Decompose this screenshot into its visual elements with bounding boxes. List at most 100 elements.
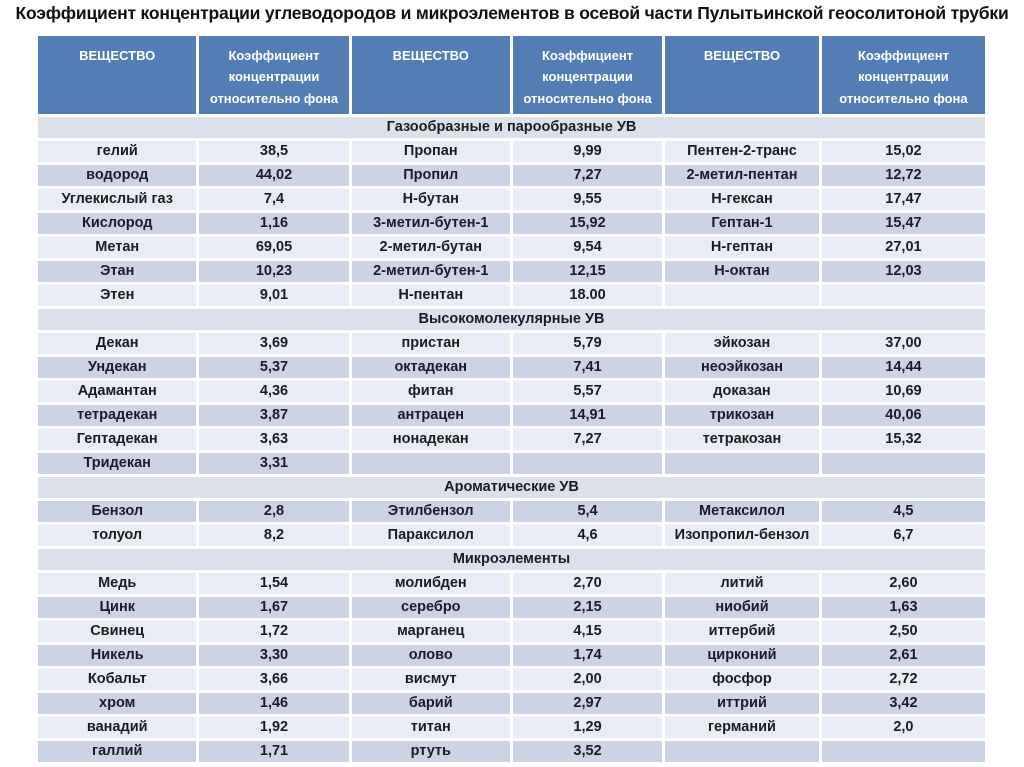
coefficient-column-header: Коэффициент концентрации относительно фо… [199,36,349,114]
coefficient-column-header: Коэффициент концентрации относительно фо… [512,36,663,114]
substance-cell: литий [665,573,819,594]
substance-cell: эйкозан [665,333,819,354]
substance-cell: олово [351,645,510,666]
substance-cell: 2-метил-бутен-1 [351,261,510,282]
substance-cell: нонадекан [351,429,510,450]
substance-cell: Медь [38,573,197,594]
coefficient-cell: 1,72 [199,621,349,642]
table-row: гелий 38,5 Пропан 9,99 Пентен-2-транс 15,02 [38,141,985,162]
table-header: ВЕЩЕСТВО Коэффициент концентрации относит… [38,36,985,114]
coefficient-cell: 12,15 [512,261,663,282]
coefficient-cell: 5,37 [199,357,349,378]
coefficient-cell: 2,15 [512,597,663,618]
coefficient-cell: 4,15 [512,621,663,642]
coefficient-cell: 18.00 [512,285,663,306]
section-header: Ароматические УВ [38,477,985,498]
substance-cell: Никель [38,645,197,666]
coefficient-cell: 4,6 [512,525,663,546]
substance-cell: германий [665,717,819,738]
substance-cell [351,453,510,474]
substance-cell: Н-пентан [351,285,510,306]
substance-cell: Бензол [38,501,197,522]
coefficient-cell: 3,52 [512,741,663,762]
coefficient-cell: 69,05 [199,237,349,258]
substance-cell: ванадий [38,717,197,738]
substance-cell: доказан [665,381,819,402]
substance-cell: Н-гексан [665,189,819,210]
substance-cell: молибден [351,573,510,594]
substance-cell: антрацен [351,405,510,426]
substance-cell: Изопропил-бензол [665,525,819,546]
coefficient-cell: 38,5 [199,141,349,162]
table-row: Кобальт 3,66 висмут 2,00 фосфор 2,72 [38,669,985,690]
substance-cell: толуол [38,525,197,546]
coefficient-cell: 2,97 [512,693,663,714]
coefficient-cell: 15,92 [512,213,663,234]
coefficient-cell: 2,8 [199,501,349,522]
coefficient-cell: 3,63 [199,429,349,450]
table-row: Метан 69,05 2-метил-бутан 9,54 Н-гептан 27,01 [38,237,985,258]
coefficient-cell: 5,57 [512,381,663,402]
substance-cell: тетрадекан [38,405,197,426]
section-header-row: Газообразные и парообразные УВ [38,117,985,138]
substance-cell: Свинец [38,621,197,642]
coefficient-cell: 15,47 [821,213,985,234]
coefficient-cell: 1,74 [512,645,663,666]
table-row: Адамантан 4,36 фитан 5,57 доказан 10,69 [38,381,985,402]
substance-cell: цирконий [665,645,819,666]
coefficient-cell [512,453,663,474]
substance-cell: серебро [351,597,510,618]
section-header: Микроэлементы [38,549,985,570]
coefficient-cell: 7,4 [199,189,349,210]
coefficient-cell: 12,03 [821,261,985,282]
section-header-row: Микроэлементы [38,549,985,570]
table-row: водород 44,02 Пропил 7,27 2-метил-пентан 12,7… [38,165,985,186]
table-row: галлий 1,71 ртуть 3,52 [38,741,985,762]
coefficient-cell: 7,27 [512,429,663,450]
substance-cell: висмут [351,669,510,690]
coefficient-cell: 8,2 [199,525,349,546]
header-row: ВЕЩЕСТВО Коэффициент концентрации относит… [38,36,985,114]
substance-cell [665,741,819,762]
substance-cell: Декан [38,333,197,354]
substance-cell: Метан [38,237,197,258]
substance-cell: марганец [351,621,510,642]
substance-cell: Н-гептан [665,237,819,258]
coefficient-cell: 3,31 [199,453,349,474]
concentration-table: ВЕЩЕСТВО Коэффициент концентрации относит… [35,33,988,765]
table-row: Этен 9,01 Н-пентан 18.00 [38,285,985,306]
substance-cell: иттербий [665,621,819,642]
coefficient-column-header: Коэффициент концентрации относительно фо… [821,36,985,114]
substance-cell: титан [351,717,510,738]
substance-cell: Углекислый газ [38,189,197,210]
substance-cell: Н-октан [665,261,819,282]
substance-cell: тетракозан [665,429,819,450]
coefficient-cell: 9,01 [199,285,349,306]
coefficient-cell: 12,72 [821,165,985,186]
substance-cell [665,285,819,306]
substance-cell: Этен [38,285,197,306]
coefficient-cell: 9,99 [512,141,663,162]
substance-cell: фосфор [665,669,819,690]
substance-cell: 3-метил-бутен-1 [351,213,510,234]
substance-cell: ртуть [351,741,510,762]
coefficient-cell: 3,66 [199,669,349,690]
coefficient-cell: 4,5 [821,501,985,522]
coefficient-cell: 3,30 [199,645,349,666]
coefficient-cell: 4,36 [199,381,349,402]
substance-column-header: ВЕЩЕСТВО [351,36,510,114]
coefficient-cell: 10,23 [199,261,349,282]
substance-cell [665,453,819,474]
substance-cell: Метаксилол [665,501,819,522]
coefficient-cell: 1,71 [199,741,349,762]
coefficient-cell: 1,46 [199,693,349,714]
substance-cell: Гептан-1 [665,213,819,234]
coefficient-cell: 5,4 [512,501,663,522]
table-row: Тридекан 3,31 [38,453,985,474]
coefficient-cell: 14,44 [821,357,985,378]
coefficient-cell: 2,0 [821,717,985,738]
section-header-row: Ароматические УВ [38,477,985,498]
section-header-row: Высокомолекулярные УВ [38,309,985,330]
coefficient-cell: 27,01 [821,237,985,258]
